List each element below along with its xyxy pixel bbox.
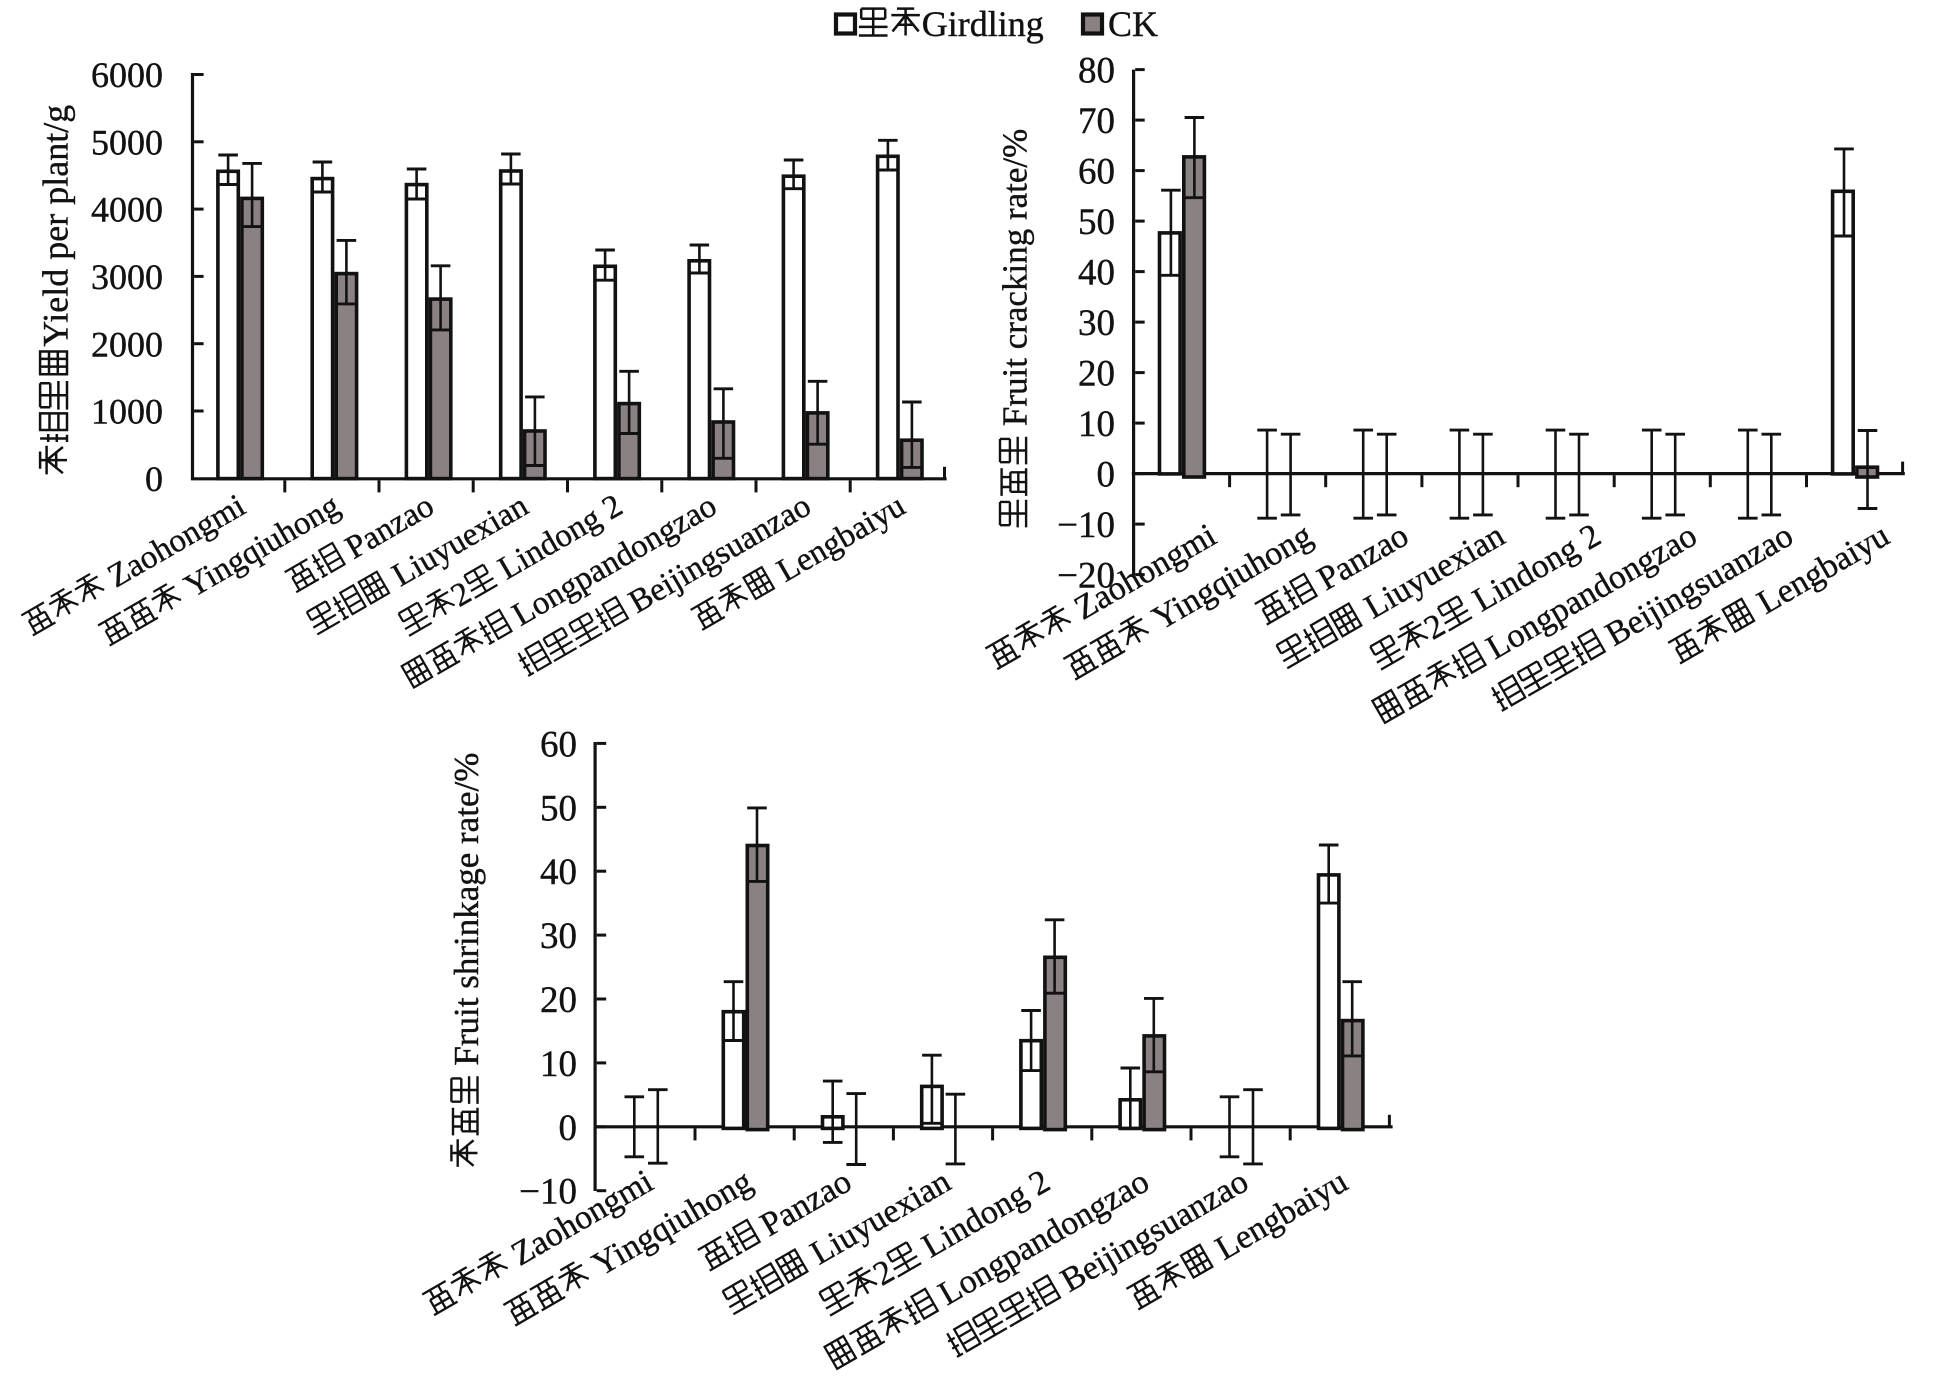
- svg-text:50: 50: [1078, 202, 1115, 243]
- svg-text:0: 0: [1097, 455, 1116, 496]
- svg-text:2000: 2000: [91, 324, 163, 364]
- svg-text:Girdling: Girdling: [922, 4, 1044, 44]
- svg-text:−10: −10: [519, 1172, 577, 1213]
- svg-text:70: 70: [1078, 101, 1115, 142]
- svg-text:5000: 5000: [91, 122, 163, 162]
- svg-text:20: 20: [540, 980, 577, 1021]
- svg-text:4000: 4000: [91, 190, 163, 230]
- svg-text:0: 0: [559, 1108, 578, 1149]
- svg-text:60: 60: [1078, 152, 1115, 193]
- svg-text:Yield per plant/g: Yield per plant/g: [36, 105, 76, 347]
- svg-text:10: 10: [540, 1044, 577, 1085]
- svg-text:80: 80: [1078, 51, 1115, 92]
- svg-text:−10: −10: [1057, 505, 1115, 546]
- svg-text:60: 60: [540, 724, 577, 765]
- svg-text:1000: 1000: [91, 392, 163, 432]
- svg-text:20: 20: [1078, 354, 1115, 395]
- svg-text:−20: −20: [1057, 556, 1115, 597]
- svg-text:50: 50: [540, 788, 577, 829]
- svg-text:CK: CK: [1108, 4, 1158, 44]
- svg-text:40: 40: [540, 852, 577, 893]
- svg-text:30: 30: [1078, 303, 1115, 344]
- svg-text:40: 40: [1078, 253, 1115, 294]
- svg-text:3000: 3000: [91, 257, 163, 297]
- svg-text:0: 0: [145, 459, 163, 499]
- svg-text:30: 30: [540, 916, 577, 957]
- svg-text:Fruit cracking rate/%: Fruit cracking rate/%: [996, 129, 1035, 426]
- svg-text:6000: 6000: [91, 55, 163, 95]
- svg-text:Fruit shrinkage rate/%: Fruit shrinkage rate/%: [447, 753, 486, 1066]
- svg-text:10: 10: [1078, 404, 1115, 445]
